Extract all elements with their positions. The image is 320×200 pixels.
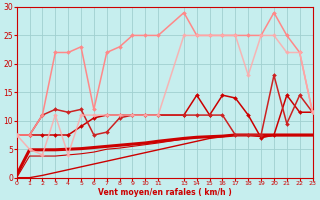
X-axis label: Vent moyen/en rafales ( km/h ): Vent moyen/en rafales ( km/h )	[98, 188, 231, 197]
